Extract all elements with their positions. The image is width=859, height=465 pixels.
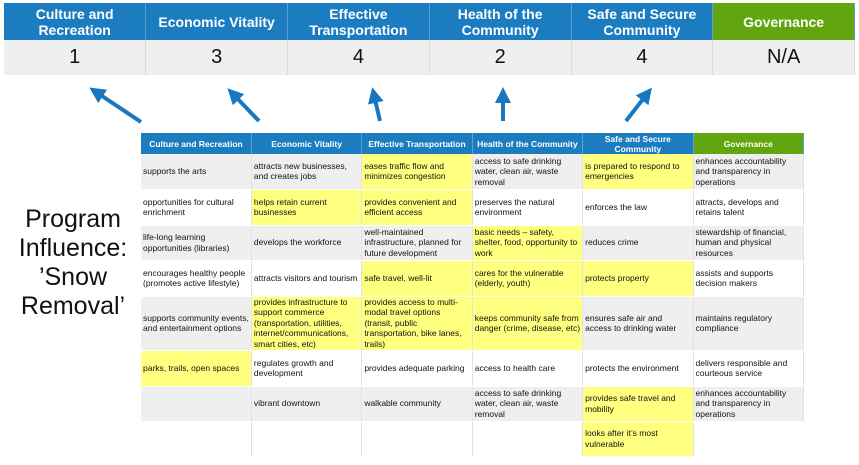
score-header-row: Culture and Recreation Economic Vitality E… — [4, 3, 855, 40]
matrix-cell: reduces crime — [582, 225, 694, 261]
score-header: Culture and Recreation — [4, 3, 147, 40]
score-value: 1 — [4, 40, 147, 75]
matrix-cell: stewardship of financial, human and phys… — [693, 225, 805, 261]
matrix-cell — [472, 421, 584, 457]
program-influence-label: Program Influence: ’Snow Removal’ — [18, 205, 128, 320]
matrix-cell: supports the arts — [141, 154, 252, 190]
matrix-cell: preserves the natural environment — [472, 189, 584, 226]
score-header: Effective Transportation — [287, 3, 430, 40]
matrix-cell: eases traffic flow and minimizes congest… — [361, 154, 473, 190]
matrix-cell: maintains regulatory compliance — [693, 296, 805, 351]
matrix-header: Governance — [693, 133, 805, 154]
matrix-cell — [141, 421, 252, 457]
arrow-transportation-icon — [368, 87, 384, 122]
matrix-cell: attracts, develops and retains talent — [693, 189, 805, 226]
matrix-cell: enforces the law — [582, 189, 694, 226]
matrix-header: Culture and Recreation — [141, 133, 252, 154]
matrix-cell: develops the workforce — [251, 225, 363, 261]
matrix-cell: delivers responsible and courteous servi… — [693, 350, 805, 387]
matrix-cell: safe travel, well-lit — [361, 260, 473, 297]
matrix-cell: enhances accountability and transparency… — [693, 154, 805, 190]
matrix-cell: attracts visitors and tourism — [251, 260, 363, 297]
arrow-safety-icon — [624, 87, 652, 123]
matrix-cell — [361, 421, 473, 457]
matrix-cell — [251, 421, 363, 457]
matrix-cell: life-long learning opportunities (librar… — [141, 225, 252, 261]
matrix-cell: supports community events, and entertain… — [141, 296, 252, 351]
matrix-header: Effective Transportation — [361, 133, 473, 154]
matrix-cell: protects the environment — [582, 350, 694, 387]
matrix-cell: regulates growth and development — [251, 350, 363, 387]
matrix-cell: cares for the vulnerable (elderly, youth… — [472, 260, 584, 297]
matrix-cell: is prepared to respond to emergencies — [582, 154, 694, 190]
score-table: Culture and Recreation Economic Vitality E… — [4, 3, 855, 75]
score-value: N/A — [712, 40, 855, 75]
matrix-cell: ensures safe air and access to drinking … — [582, 296, 694, 351]
table-row: supports the arts attracts new businesses… — [141, 154, 805, 190]
matrix-cell: protects property — [582, 260, 694, 297]
matrix-cell: vibrant downtown — [251, 386, 363, 422]
matrix-cell: parks, trails, open spaces — [141, 350, 252, 387]
matrix-cell: enhances accountability and transparency… — [693, 386, 805, 422]
matrix-cell: provides safe travel and mobility — [582, 386, 694, 422]
matrix-cell: looks after it’s most vulnerable — [582, 421, 694, 457]
matrix-cell: provides infrastructure to support comme… — [251, 296, 363, 351]
matrix-cell: provides access to multi-modal travel op… — [361, 296, 473, 351]
score-value: 2 — [429, 40, 572, 75]
table-row: life-long learning opportunities (librar… — [141, 225, 805, 261]
matrix-cell: provides convenient and efficient access — [361, 189, 473, 226]
score-header: Economic Vitality — [145, 3, 288, 40]
score-header: Governance — [712, 3, 855, 40]
matrix-cell: encourages healthy people (promotes acti… — [141, 260, 252, 297]
matrix-cell: attracts new businesses, and creates job… — [251, 154, 363, 190]
matrix-cell: helps retain current businesses — [251, 189, 363, 226]
matrix-cell — [141, 386, 252, 422]
matrix-cell: assists and supports decision makers — [693, 260, 805, 297]
matrix-header: Economic Vitality — [251, 133, 363, 154]
score-value: 3 — [145, 40, 288, 75]
score-value: 4 — [287, 40, 430, 75]
matrix-header: Safe and Secure Community — [582, 133, 694, 154]
matrix-cell: access to safe drinking water, clean air… — [472, 154, 584, 190]
table-row: encourages healthy people (promotes acti… — [141, 260, 805, 297]
matrix-cell: well-maintained infrastructure, planned … — [361, 225, 473, 261]
matrix-cell: access to health care — [472, 350, 584, 387]
score-value: 4 — [571, 40, 714, 75]
matrix-header: Health of the Community — [472, 133, 584, 154]
score-header: Health of the Community — [429, 3, 572, 40]
matrix-cell: walkable community — [361, 386, 473, 422]
matrix-cell: opportunities for cultural enrichment — [141, 189, 252, 226]
table-row: opportunities for cultural enrichment hel… — [141, 189, 805, 226]
matrix-cell: provides adequate parking — [361, 350, 473, 387]
arrow-culture-icon — [89, 87, 143, 124]
matrix-cell: access to safe drinking water, clean air… — [472, 386, 584, 422]
score-header: Safe and Secure Community — [571, 3, 714, 40]
table-row: vibrant downtown walkable community access… — [141, 386, 805, 422]
influence-matrix: Culture and Recreation Economic Vitality E… — [141, 133, 805, 457]
matrix-cell — [693, 421, 804, 457]
score-value-row: 1 3 4 2 4 N/A — [4, 40, 855, 75]
table-row: parks, trails, open spaces regulates grow… — [141, 350, 805, 387]
table-row: looks after it’s most vulnerable — [141, 421, 804, 457]
matrix-cell: keeps community safe from danger (crime,… — [472, 296, 584, 351]
matrix-cell: basic needs – safety, shelter, food, opp… — [472, 225, 584, 261]
matrix-header-row: Culture and Recreation Economic Vitality E… — [141, 133, 805, 154]
arrow-economic-icon — [227, 88, 261, 123]
table-row: supports community events, and entertain… — [141, 296, 805, 351]
